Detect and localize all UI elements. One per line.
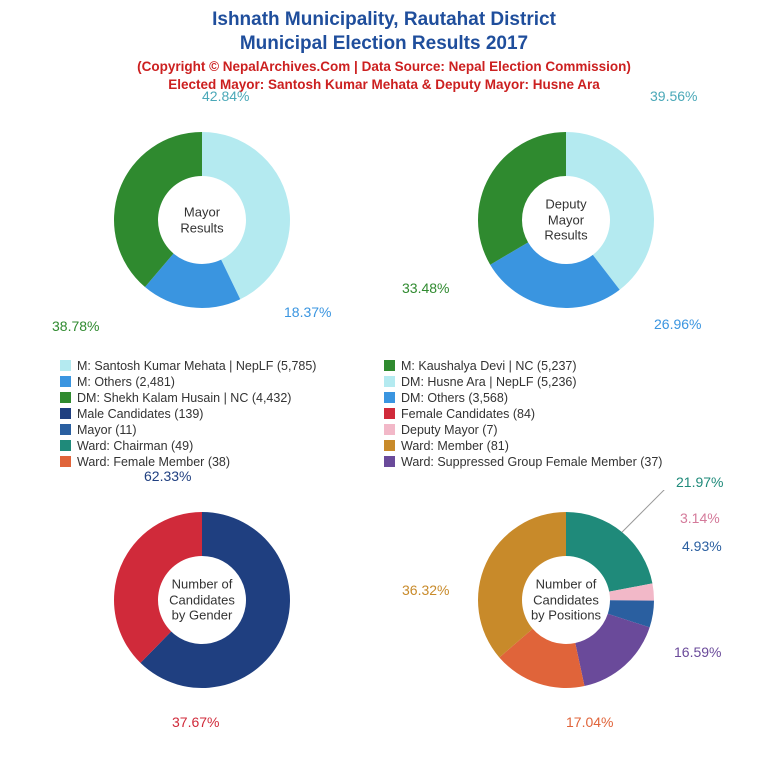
deputy-mayor-results-donut: DeputyMayorResults39.56%26.96%33.48% <box>396 94 736 354</box>
legend-text: Ward: Female Member (38) <box>77 455 230 469</box>
legend-swatch <box>60 440 71 451</box>
slice-percent-label: 3.14% <box>680 510 720 526</box>
slice-percent-label: 16.59% <box>674 644 721 660</box>
legend-swatch <box>60 376 71 387</box>
slice-percent-label: 36.32% <box>402 582 449 598</box>
legend-item: Mayor (11) <box>60 423 384 437</box>
legend-item: DM: Husne Ara | NepLF (5,236) <box>384 375 708 389</box>
legend-item: Male Candidates (139) <box>60 407 384 421</box>
legend-text: Ward: Suppressed Group Female Member (37… <box>401 455 662 469</box>
slice-percent-label: 62.33% <box>144 468 191 484</box>
top-charts-row: MayorResults42.84%18.37%38.78% DeputyMay… <box>0 94 768 354</box>
legend-swatch <box>384 360 395 371</box>
donut-slice <box>478 132 566 265</box>
slice-percent-label: 39.56% <box>650 88 697 104</box>
legend-text: DM: Shekh Kalam Husain | NC (4,432) <box>77 391 291 405</box>
legend-swatch <box>60 456 71 467</box>
legend-swatch <box>60 408 71 419</box>
title-line2: Municipal Election Results 2017 <box>240 33 528 54</box>
candidates-by-gender-donut: Number ofCandidatesby Gender62.33%37.67% <box>32 474 372 734</box>
legend-swatch <box>384 440 395 451</box>
donut-slice <box>114 512 202 663</box>
legend-item: Ward: Chairman (49) <box>60 439 384 453</box>
legend-swatch <box>60 392 71 403</box>
slice-percent-label: 37.67% <box>172 714 219 730</box>
legend-text: M: Others (2,481) <box>77 375 175 389</box>
legend-swatch <box>60 360 71 371</box>
donut-slice <box>566 512 652 592</box>
legend-swatch <box>384 376 395 387</box>
slice-percent-label: 21.97% <box>676 474 723 490</box>
title-block: Ishnath Municipality, Rautahat District … <box>0 0 768 94</box>
legend-item: Ward: Suppressed Group Female Member (37… <box>384 455 708 469</box>
title-line1: Ishnath Municipality, Rautahat District <box>212 9 556 30</box>
legend-text: M: Santosh Kumar Mehata | NepLF (5,785) <box>77 359 316 373</box>
candidates-by-positions-donut: Number ofCandidatesby Positions21.97%3.1… <box>396 474 736 734</box>
legend-text: M: Kaushalya Devi | NC (5,237) <box>401 359 577 373</box>
legend-swatch <box>384 408 395 419</box>
slice-percent-label: 4.93% <box>682 538 722 554</box>
donut-slice <box>575 614 649 686</box>
legend-text: Female Candidates (84) <box>401 407 535 421</box>
bottom-charts-row: Number ofCandidatesby Gender62.33%37.67%… <box>0 474 768 734</box>
legend-item: DM: Shekh Kalam Husain | NC (4,432) <box>60 391 384 405</box>
donut-slice <box>478 512 566 657</box>
legend-swatch <box>384 392 395 403</box>
legend-item: M: Kaushalya Devi | NC (5,237) <box>384 359 708 373</box>
legend-item: DM: Others (3,568) <box>384 391 708 405</box>
legend-text: Male Candidates (139) <box>77 407 203 421</box>
legend: M: Santosh Kumar Mehata | NepLF (5,785) M… <box>0 354 768 474</box>
slice-percent-label: 17.04% <box>566 714 613 730</box>
legend-swatch <box>60 424 71 435</box>
legend-text: Deputy Mayor (7) <box>401 423 498 437</box>
legend-item: Deputy Mayor (7) <box>384 423 708 437</box>
legend-text: Ward: Chairman (49) <box>77 439 193 453</box>
legend-item: M: Santosh Kumar Mehata | NepLF (5,785) <box>60 359 384 373</box>
slice-percent-label: 26.96% <box>654 316 701 332</box>
slice-percent-label: 33.48% <box>402 280 449 296</box>
legend-swatch <box>384 456 395 467</box>
legend-item: Ward: Member (81) <box>384 439 708 453</box>
legend-swatch <box>384 424 395 435</box>
legend-text: DM: Husne Ara | NepLF (5,236) <box>401 375 577 389</box>
main-title: Ishnath Municipality, Rautahat District … <box>0 8 768 56</box>
slice-percent-label: 42.84% <box>202 88 249 104</box>
legend-text: Mayor (11) <box>77 423 137 437</box>
legend-text: Ward: Member (81) <box>401 439 509 453</box>
subtitle-line1: (Copyright © NepalArchives.Com | Data So… <box>137 59 631 74</box>
slice-percent-label: 18.37% <box>284 304 331 320</box>
legend-text: DM: Others (3,568) <box>401 391 508 405</box>
legend-item: Female Candidates (84) <box>384 407 708 421</box>
mayor-results-donut: MayorResults42.84%18.37%38.78% <box>32 94 372 354</box>
slice-percent-label: 38.78% <box>52 318 99 334</box>
legend-item: Ward: Female Member (38) <box>60 455 384 469</box>
legend-item: M: Others (2,481) <box>60 375 384 389</box>
